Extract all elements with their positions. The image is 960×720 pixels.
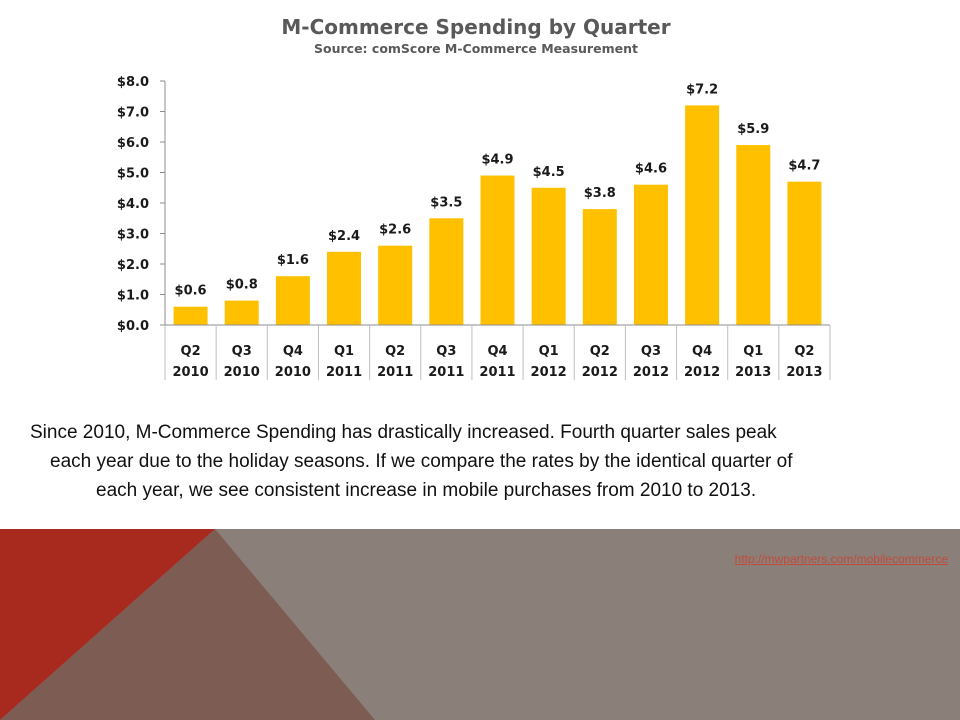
bar [327, 251, 362, 325]
x-category-label-quarter: Q4 [487, 344, 507, 359]
caption: Since 2010, M-Commerce Spending has dras… [30, 418, 950, 505]
x-category-label-quarter: Q3 [436, 344, 456, 359]
x-category-label-quarter: Q3 [641, 344, 661, 359]
x-category-label-quarter: Q4 [283, 344, 303, 359]
bar [787, 181, 822, 325]
data-label: $4.5 [533, 165, 565, 180]
bar [633, 184, 668, 325]
data-label: $1.6 [277, 253, 309, 268]
bar [582, 209, 617, 325]
bar [378, 245, 413, 325]
source-link[interactable]: http://mwpartners.com/mobilecommerce [734, 552, 948, 566]
x-category-label-quarter: Q3 [232, 344, 252, 359]
data-label: $2.6 [379, 223, 411, 238]
x-category-label-year: 2012 [684, 365, 720, 380]
data-label: $4.9 [481, 153, 513, 168]
x-axis: Q2 2010 Q3 2010 Q4 2010 Q1 2011 Q2 2011 Q3 2011 Q4 20… [164, 324, 831, 380]
bar [275, 276, 310, 325]
data-label: $4.7 [788, 159, 820, 174]
caption-line-3: each year, we see consistent increase in… [96, 480, 757, 501]
chart-title: M-Commerce Spending by Quarter [281, 15, 670, 39]
data-label: $4.6 [635, 162, 667, 177]
y-tick-label: $8.0 [117, 75, 149, 90]
x-category-label-quarter: Q1 [539, 344, 559, 359]
footer-decoration [0, 529, 960, 720]
chart-subtitle: Source: comScore M-Commerce Measurement [314, 41, 638, 56]
data-label: $5.9 [737, 122, 769, 137]
data-label: $3.8 [584, 186, 616, 201]
y-tick-label: $2.0 [117, 258, 149, 273]
y-axis: $0.0 $1.0 $2.0 $3.0 $4.0 $5.0 $6.0 $7.0 $8.0 [117, 75, 166, 334]
x-category-label-year: 2011 [428, 365, 464, 380]
x-category-label-year: 2012 [633, 365, 669, 380]
bar-chart: M-Commerce Spending by Quarter Source: c… [117, 15, 831, 380]
x-category-label-year: 2011 [377, 365, 413, 380]
y-tick-label: $3.0 [117, 228, 149, 243]
footer-brown-triangle [0, 529, 375, 720]
x-category-label-year: 2010 [224, 365, 260, 380]
data-label: $7.2 [686, 82, 718, 97]
x-category-label-quarter: Q1 [743, 344, 763, 359]
caption-line-2: each year due to the holiday seasons. If… [50, 451, 793, 472]
x-category-label-year: 2013 [735, 365, 771, 380]
x-category-label-quarter: Q2 [590, 344, 610, 359]
x-category-label-quarter: Q2 [181, 344, 201, 359]
bar [736, 145, 771, 325]
bar [480, 175, 515, 325]
x-category-label-year: 2010 [275, 365, 311, 380]
x-category-label-quarter: Q4 [692, 344, 712, 359]
y-tick-label: $1.0 [117, 289, 149, 304]
data-label: $2.4 [328, 229, 360, 244]
x-category-label-quarter: Q1 [334, 344, 354, 359]
x-category-label-year: 2012 [531, 365, 567, 380]
x-category-label-year: 2010 [172, 365, 208, 380]
y-tick-label: $5.0 [117, 167, 149, 182]
data-label: $0.6 [175, 284, 207, 299]
y-tick-label: $0.0 [117, 319, 149, 334]
y-tick-label: $4.0 [117, 197, 149, 212]
data-label: $0.8 [226, 278, 258, 293]
caption-line-1: Since 2010, M-Commerce Spending has dras… [30, 422, 777, 443]
x-category-label-quarter: Q2 [385, 344, 405, 359]
y-tick-label: $6.0 [117, 136, 149, 151]
bars: $0.6 $0.8 $1.6 $2.4 $2.6 $3.5 $4.9 $4.5 $3.8 $4.6… [173, 82, 822, 326]
x-category-label-year: 2011 [479, 365, 515, 380]
bar [173, 306, 208, 325]
bar [429, 218, 464, 325]
y-tick-label: $7.0 [117, 106, 149, 121]
data-label: $3.5 [430, 195, 462, 210]
x-category-label-year: 2013 [786, 365, 822, 380]
x-category-label-year: 2011 [326, 365, 362, 380]
bar [531, 187, 566, 325]
x-category-label-year: 2012 [582, 365, 618, 380]
x-category-label-quarter: Q2 [794, 344, 814, 359]
bar [224, 300, 259, 325]
bar [685, 105, 720, 326]
